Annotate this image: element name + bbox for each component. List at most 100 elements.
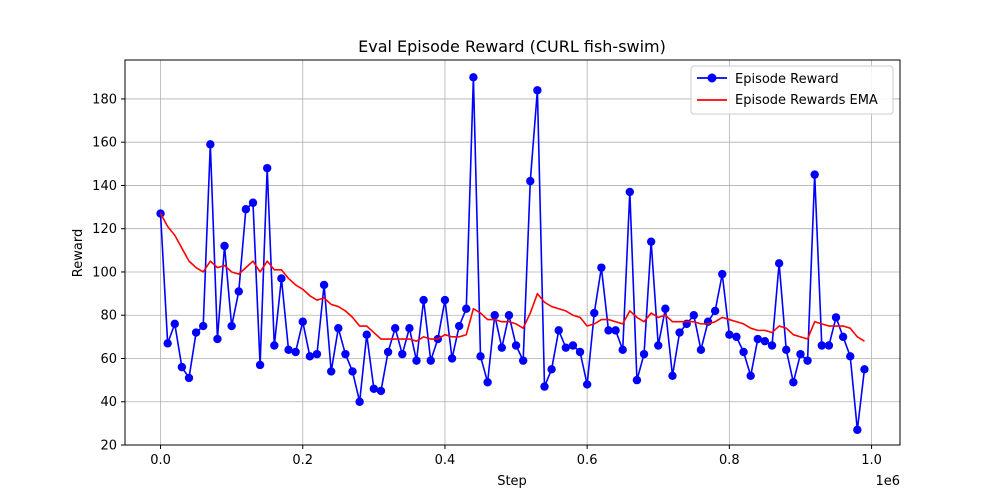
legend-box (690, 65, 894, 115)
y-tick-label: 100 (92, 265, 117, 280)
data-point-episode-reward (255, 360, 265, 370)
data-point-episode-reward (597, 263, 606, 272)
data-point-episode-reward (355, 397, 364, 406)
data-point-episode-reward (696, 345, 706, 355)
data-point-episode-reward (284, 345, 293, 355)
x-tick-label: 0.2 (292, 453, 313, 468)
chart-title: Eval Episode Reward (CURL fish-swim) (358, 37, 666, 56)
data-point-episode-reward (732, 332, 741, 342)
data-point-episode-reward (504, 311, 514, 320)
data-point-episode-reward (497, 343, 507, 352)
data-point-episode-reward (369, 384, 379, 393)
data-point-episode-reward (753, 334, 762, 344)
x-axis-label: Step (497, 474, 527, 489)
y-tick-label: 60 (100, 352, 117, 367)
data-point-episode-reward (490, 311, 499, 320)
data-point-episode-reward (511, 341, 521, 350)
data-point-episode-reward (838, 332, 848, 342)
data-point-episode-reward (291, 347, 300, 357)
data-point-episode-reward (625, 187, 635, 197)
series-line-episode-rewards-ema (159, 213, 865, 342)
data-point-episode-reward (782, 345, 791, 355)
data-point-episode-reward (334, 324, 343, 333)
data-point-episode-reward (789, 378, 798, 387)
data-point-episode-reward (718, 269, 727, 279)
data-point-episode-reward (604, 326, 613, 335)
data-point-episode-reward (248, 198, 258, 207)
data-point-episode-reward (853, 425, 862, 435)
data-point-episode-reward (817, 341, 826, 350)
data-point-episode-reward (341, 349, 350, 359)
data-point-episode-reward (654, 341, 663, 350)
data-point-episode-reward (170, 319, 179, 329)
data-point-episode-reward (206, 140, 215, 149)
data-point-episode-reward (199, 321, 208, 331)
x-tick-label: 0.8 (719, 453, 740, 468)
series-layer (156, 73, 869, 435)
data-point-episode-reward (156, 209, 165, 218)
data-point-episode-reward (419, 295, 428, 305)
data-point-episode-reward (469, 73, 478, 82)
legend-marker-episode-reward (707, 73, 717, 83)
data-point-episode-reward (220, 241, 229, 251)
data-point-episode-reward (234, 287, 243, 296)
data-point-episode-reward (582, 380, 592, 389)
x-tick-label: 0.4 (435, 453, 456, 468)
series-line-episode-reward (159, 76, 866, 431)
data-point-episode-reward (831, 313, 841, 322)
data-point-episode-reward (383, 347, 393, 357)
data-point-episode-reward (739, 347, 748, 357)
data-point-episode-reward (760, 336, 770, 346)
data-point-episode-reward (575, 347, 585, 357)
y-tick-label: 160 (92, 136, 117, 151)
y-tick-label: 140 (92, 179, 117, 194)
data-point-episode-reward (298, 317, 307, 326)
data-point-episode-reward (639, 349, 649, 359)
data-point-episode-reward (860, 365, 869, 374)
x-tick-label: 0.6 (577, 453, 598, 468)
y-tick-label: 180 (92, 92, 117, 107)
data-point-episode-reward (454, 321, 464, 331)
data-point-episode-reward (398, 349, 407, 359)
data-point-episode-reward (540, 382, 549, 391)
data-point-episode-reward (440, 295, 450, 305)
data-point-episode-reward (533, 86, 542, 95)
data-point-episode-reward (476, 352, 485, 361)
data-point-episode-reward (846, 352, 855, 361)
data-point-episode-reward (483, 378, 492, 387)
data-point-episode-reward (810, 170, 819, 179)
data-point-episode-reward (824, 341, 834, 350)
data-point-episode-reward (547, 365, 556, 374)
legend: Episode Reward Episode Rewards EMA (690, 65, 894, 115)
y-tick-label: 120 (92, 222, 117, 237)
legend-label-episode-reward: Episode Reward (735, 72, 839, 87)
legend-label-episode-rewards-ema: Episode Rewards EMA (735, 93, 878, 108)
data-point-episode-reward (632, 375, 642, 385)
data-point-episode-reward (518, 356, 528, 365)
y-tick-label: 80 (100, 309, 117, 324)
data-point-episode-reward (689, 311, 699, 320)
data-point-episode-reward (675, 328, 684, 337)
x-tick-label: 1.0 (861, 453, 882, 468)
data-point-episode-reward (561, 343, 571, 352)
data-point-episode-reward (710, 306, 720, 316)
data-point-episode-reward (376, 386, 386, 396)
data-point-episode-reward (646, 237, 656, 246)
data-point-episode-reward (774, 259, 784, 268)
data-point-episode-reward (405, 324, 414, 333)
data-point-episode-reward (412, 356, 421, 365)
plot-frame (124, 59, 901, 446)
data-point-episode-reward (163, 339, 172, 348)
data-point-episode-reward (177, 362, 187, 372)
data-point-episode-reward (767, 341, 777, 350)
data-point-episode-reward (668, 371, 677, 380)
data-point-episode-reward (319, 280, 329, 290)
x-tick-label: 0.0 (150, 453, 171, 468)
data-point-episode-reward (661, 304, 670, 313)
data-point-episode-reward (526, 176, 535, 186)
data-point-episode-reward (277, 274, 286, 283)
data-point-episode-reward (390, 324, 400, 333)
data-point-episode-reward (270, 341, 279, 350)
data-point-episode-reward (362, 330, 371, 339)
